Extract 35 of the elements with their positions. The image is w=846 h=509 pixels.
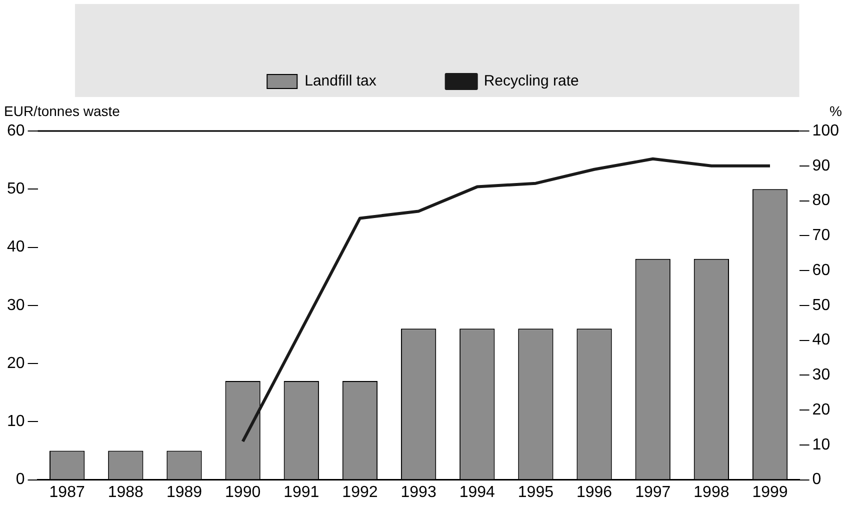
y2-tick-label: 100 <box>812 122 840 140</box>
y2-tick-label: 50 <box>812 296 830 314</box>
y-tick-label: 40 <box>7 238 25 256</box>
y-tick-label: 60 <box>7 122 25 140</box>
x-tick-label: 1991 <box>284 484 320 501</box>
x-tick-label: 1989 <box>166 484 202 501</box>
x-tick-label: 1997 <box>635 484 671 501</box>
y-tick-label: 20 <box>7 354 25 372</box>
x-tick-label: 1992 <box>342 484 378 501</box>
legend-label: Landfill tax <box>304 72 377 90</box>
y-tick-label: 50 <box>7 180 25 198</box>
x-tick-label: 1987 <box>49 484 85 501</box>
x-tick-label: 1995 <box>518 484 554 501</box>
legend-label: Recycling rate <box>484 72 579 90</box>
y2-tick-label: 90 <box>812 157 830 174</box>
x-tick-label: 1988 <box>108 484 144 501</box>
x-tick-label: 1996 <box>576 484 612 501</box>
x-tick-label: 1994 <box>459 484 496 501</box>
x-tick-label: 1999 <box>752 484 788 501</box>
y2-tick-label: 30 <box>812 366 830 384</box>
x-tick-label: 1990 <box>225 484 261 501</box>
y2-tick-label: 20 <box>812 401 830 418</box>
y-tick-label: 0 <box>16 471 25 488</box>
y-tick-label: 10 <box>7 413 25 430</box>
y2-tick-label: 60 <box>812 262 830 279</box>
y2-tick-label: 80 <box>812 192 830 210</box>
y2-tick-label: 70 <box>812 227 830 244</box>
y2-tick-label: 10 <box>812 436 830 454</box>
y-tick-label: 30 <box>7 296 25 314</box>
x-tick-label: 1993 <box>400 484 436 501</box>
y2-tick-label: 40 <box>812 332 830 349</box>
x-tick-label: 1998 <box>694 484 730 501</box>
y-axis-title: EUR/tonnes waste <box>4 102 120 119</box>
y2-axis-title: % <box>830 102 842 119</box>
y2-tick-label: 0 <box>812 471 822 488</box>
